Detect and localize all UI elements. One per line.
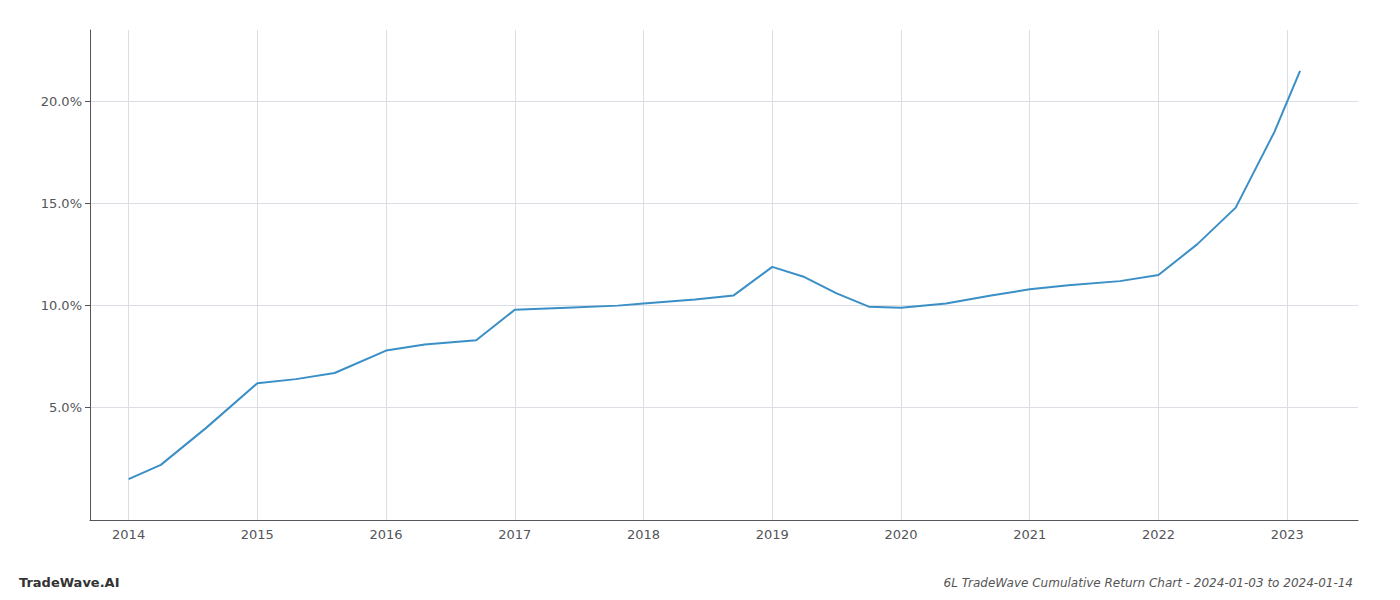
svg-text:15.0%: 15.0% [41, 196, 82, 211]
svg-text:2014: 2014 [112, 527, 145, 542]
svg-text:2017: 2017 [498, 527, 531, 542]
svg-text:2023: 2023 [1271, 527, 1304, 542]
svg-text:2020: 2020 [884, 527, 917, 542]
svg-text:2015: 2015 [241, 527, 274, 542]
svg-text:2016: 2016 [370, 527, 403, 542]
svg-text:2019: 2019 [756, 527, 789, 542]
svg-text:TradeWave.AI: TradeWave.AI [19, 575, 120, 590]
svg-text:2022: 2022 [1142, 527, 1175, 542]
svg-text:6L TradeWave Cumulative Return: 6L TradeWave Cumulative Return Chart - 2… [944, 576, 1353, 590]
svg-text:20.0%: 20.0% [41, 94, 82, 109]
svg-text:2021: 2021 [1013, 527, 1046, 542]
svg-text:2018: 2018 [627, 527, 660, 542]
svg-text:5.0%: 5.0% [49, 400, 82, 415]
svg-text:10.0%: 10.0% [41, 298, 82, 313]
